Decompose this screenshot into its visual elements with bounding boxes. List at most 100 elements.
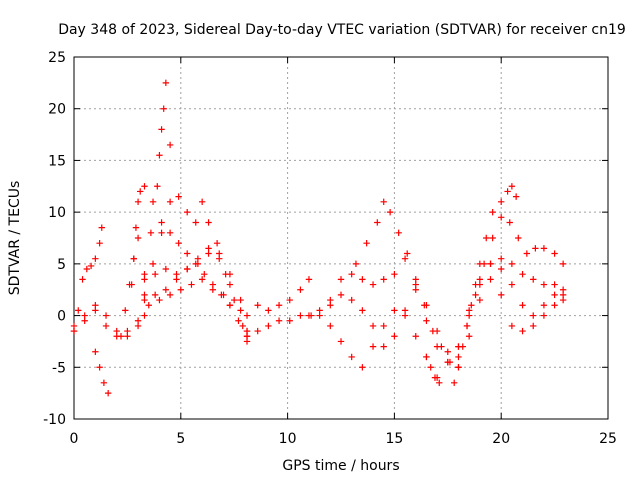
data-point (327, 302, 334, 309)
data-point (391, 333, 398, 340)
data-point (231, 296, 238, 304)
data-point (489, 234, 496, 242)
x-tick-label: 5 (176, 431, 185, 447)
data-point (348, 271, 355, 278)
data-point (122, 307, 129, 314)
data-point (498, 198, 505, 205)
data-point (519, 271, 526, 278)
grid (74, 57, 608, 419)
data-point (162, 79, 170, 87)
data-point (508, 281, 516, 288)
y-tick-labels: 25 20 15 10 5 0 -5 -10 (43, 50, 66, 428)
data-point (243, 333, 251, 340)
data-point (141, 296, 148, 304)
data-point (134, 198, 142, 205)
data-point (506, 219, 513, 226)
data-point (81, 317, 88, 324)
data-point (75, 307, 82, 314)
data-point (465, 333, 473, 340)
series-track-d (92, 348, 112, 397)
data-point (337, 276, 345, 283)
data-point (188, 281, 195, 288)
data-point (254, 327, 261, 335)
data-point (508, 183, 516, 190)
series-track-n (305, 265, 567, 371)
data-point (472, 281, 479, 288)
data-point (198, 198, 206, 205)
data-point (427, 364, 434, 371)
data-point (124, 333, 131, 340)
data-point (504, 188, 511, 195)
data-point (137, 188, 144, 195)
data-point (205, 245, 212, 252)
data-point (145, 302, 152, 309)
data-point (184, 265, 191, 273)
data-point (154, 183, 161, 190)
data-point (530, 276, 537, 283)
data-point (104, 389, 112, 397)
data-point (265, 322, 272, 330)
data-point (512, 193, 520, 200)
data-point (359, 276, 366, 283)
series-track-l (243, 312, 315, 340)
data-point (412, 333, 419, 340)
y-tick-label: -5 (52, 360, 66, 376)
data-point (459, 343, 466, 350)
data-point (369, 322, 377, 330)
data-point (451, 379, 458, 386)
x-tick-label: 20 (492, 431, 510, 447)
data-point (551, 291, 558, 299)
data-point (128, 281, 135, 288)
x-axis-label: GPS time / hours (282, 458, 399, 474)
data-point (465, 312, 473, 319)
y-tick-label: 10 (48, 205, 66, 221)
data-point (297, 312, 304, 319)
series-track-a (70, 224, 105, 335)
data-point (483, 234, 490, 242)
data-point (446, 358, 454, 366)
data-point (173, 276, 180, 283)
series-track-i (141, 193, 251, 345)
data-point (423, 317, 430, 324)
data-point (92, 348, 99, 355)
data-point (96, 364, 103, 371)
data-point (96, 239, 103, 247)
plot-frame (73, 56, 609, 420)
data-point (412, 286, 419, 293)
data-point (166, 291, 174, 299)
data-point (205, 219, 212, 226)
data-point (194, 255, 202, 262)
y-tick-label: 5 (57, 257, 66, 273)
data-point (498, 255, 505, 262)
data-point (198, 276, 206, 283)
data-point (444, 348, 451, 355)
data-point (359, 364, 366, 371)
data-point (476, 260, 484, 268)
data-point (226, 302, 234, 309)
data-point (275, 302, 283, 309)
data-point (305, 312, 313, 319)
series-track-r (423, 353, 443, 386)
data-point (489, 208, 496, 216)
data-point (100, 379, 108, 386)
x-tick-labels: 0 5 10 15 20 25 (70, 431, 617, 447)
data-point (130, 255, 138, 262)
data-point (243, 312, 251, 319)
data-point (87, 262, 95, 270)
data-point (158, 229, 165, 237)
data-point (463, 322, 471, 330)
series-track-p (352, 198, 567, 366)
data-point (431, 374, 439, 381)
series-track-q (451, 183, 520, 386)
data-point (472, 291, 479, 299)
data-point (151, 271, 159, 278)
data-point (348, 296, 355, 304)
data-point (151, 291, 159, 299)
data-point (540, 281, 548, 288)
data-point (175, 239, 182, 247)
data-point (551, 302, 558, 309)
data-point (386, 208, 394, 216)
data-point (559, 296, 567, 304)
data-point (391, 271, 398, 278)
data-point (102, 312, 110, 319)
